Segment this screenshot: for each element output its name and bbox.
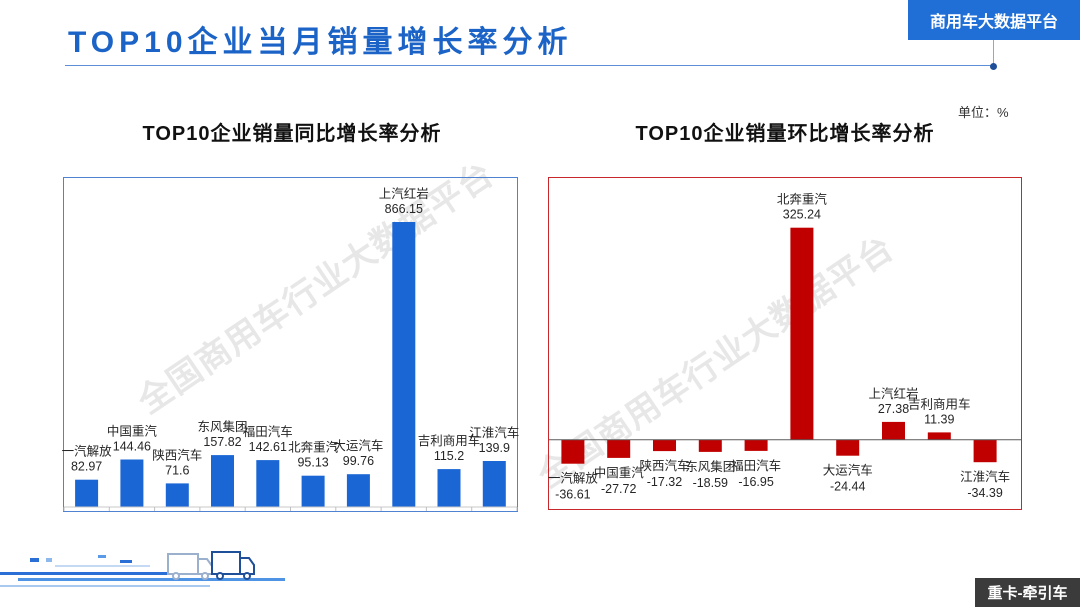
mom-category-label: 江淮汽车 — [960, 469, 1010, 484]
mom-bar-2 — [607, 439, 631, 458]
yoy-category-label: 江淮汽车 — [469, 425, 519, 440]
yoy-category-label: 大运汽车 — [333, 438, 383, 453]
yoy-bar-6 — [301, 475, 325, 507]
title-divider — [65, 65, 993, 66]
mom-bar-7 — [836, 439, 860, 456]
mom-category-label: 吉利商用车 — [908, 396, 971, 411]
yoy-category-label: 一汽解放 — [62, 444, 113, 459]
yoy-value-label: 115.2 — [434, 449, 464, 463]
mom-category-label: 北奔重汽 — [777, 192, 828, 207]
yoy-bar-10 — [482, 461, 506, 507]
yoy-value-label: 82.97 — [71, 460, 102, 474]
yoy-value-label: 157.82 — [203, 435, 241, 449]
title-connector-line — [993, 40, 994, 66]
yoy-value-label: 139.9 — [479, 441, 510, 455]
yoy-bar-9 — [437, 469, 461, 507]
mom-bar-8 — [882, 421, 905, 440]
yoy-category-label: 吉利商用车 — [418, 433, 481, 448]
platform-badge: 商用车大数据平台 — [908, 0, 1080, 40]
yoy-value-label: 144.46 — [113, 440, 151, 454]
mom-bar-1 — [561, 439, 585, 464]
mom-value-label: -18.59 — [693, 476, 728, 490]
yoy-category-label: 上汽红岩 — [379, 186, 429, 201]
mom-value-label: 27.38 — [878, 402, 909, 416]
yoy-category-label: 北奔重汽 — [288, 440, 339, 455]
mom-value-label: -17.32 — [647, 475, 682, 489]
truck-icon — [211, 551, 255, 580]
mom-value-label: -24.44 — [830, 480, 865, 494]
yoy-bar-8 — [392, 222, 416, 507]
mom-category-label: 陕西汽车 — [639, 458, 689, 473]
yoy-value-label: 142.61 — [249, 440, 287, 454]
title-divider-dot — [990, 63, 997, 70]
unit-label: 单位：% — [958, 105, 1009, 120]
mom-chart-title: TOP10企业销量环比增长率分析 — [635, 123, 935, 145]
yoy-value-label: 71.6 — [165, 463, 189, 477]
mom-bar-3 — [653, 439, 676, 452]
mom-value-label: -34.39 — [967, 486, 1002, 500]
yoy-growth-chart: 一汽解放 82.97 中国重汽 144.46 陕西汽车 71.6 东风集团 157.82 福田汽… — [62, 177, 519, 512]
yoy-bar-2 — [120, 459, 144, 507]
mom-growth-chart: 一汽解放 -36.61 中国重汽 -27.72 陕西汽车 -17.32 东风集团 -18.59… — [548, 177, 1022, 510]
yoy-bar-5 — [256, 460, 280, 507]
page-title: TOP10企业当月销量增长率分析 — [68, 26, 573, 59]
yoy-category-label: 中国重汽 — [107, 424, 158, 439]
mom-category-label: 上汽红岩 — [868, 386, 918, 401]
yoy-value-label: 866.15 — [385, 202, 423, 216]
yoy-bar-4 — [211, 455, 234, 507]
yoy-chart-title: TOP10企业销量同比增长率分析 — [142, 123, 442, 145]
yoy-category-label: 福田汽车 — [243, 424, 293, 439]
yoy-bar-3 — [165, 483, 189, 507]
mom-category-label: 一汽解放 — [548, 471, 599, 486]
yoy-value-label: 95.13 — [297, 456, 328, 470]
mom-value-label: -27.72 — [601, 482, 636, 496]
truck-banner-graphic — [0, 551, 285, 587]
segment-tag: 重卡-牵引车 — [975, 578, 1080, 607]
yoy-bar-7 — [346, 474, 370, 507]
mom-value-label: -16.95 — [738, 475, 773, 489]
mom-bar-5 — [744, 439, 768, 451]
yoy-bar-1 — [75, 479, 99, 507]
yoy-category-label: 东风集团 — [197, 419, 247, 434]
mom-category-label: 大运汽车 — [823, 463, 873, 478]
truck-icon — [167, 553, 213, 580]
mom-bar-10 — [973, 439, 997, 463]
mom-value-label: 325.24 — [783, 208, 821, 222]
mom-bar-9 — [927, 432, 951, 440]
mom-category-label: 福田汽车 — [731, 458, 781, 473]
yoy-category-label: 陕西汽车 — [152, 447, 202, 462]
mom-value-label: 11.39 — [924, 412, 954, 426]
mom-category-label: 东风集团 — [685, 459, 735, 474]
mom-category-label: 中国重汽 — [594, 465, 645, 480]
mom-bar-6 — [790, 227, 814, 440]
yoy-value-label: 99.76 — [343, 454, 374, 468]
mom-value-label: -36.61 — [555, 488, 590, 502]
speed-lines — [0, 555, 285, 587]
mom-bar-4 — [698, 439, 722, 452]
